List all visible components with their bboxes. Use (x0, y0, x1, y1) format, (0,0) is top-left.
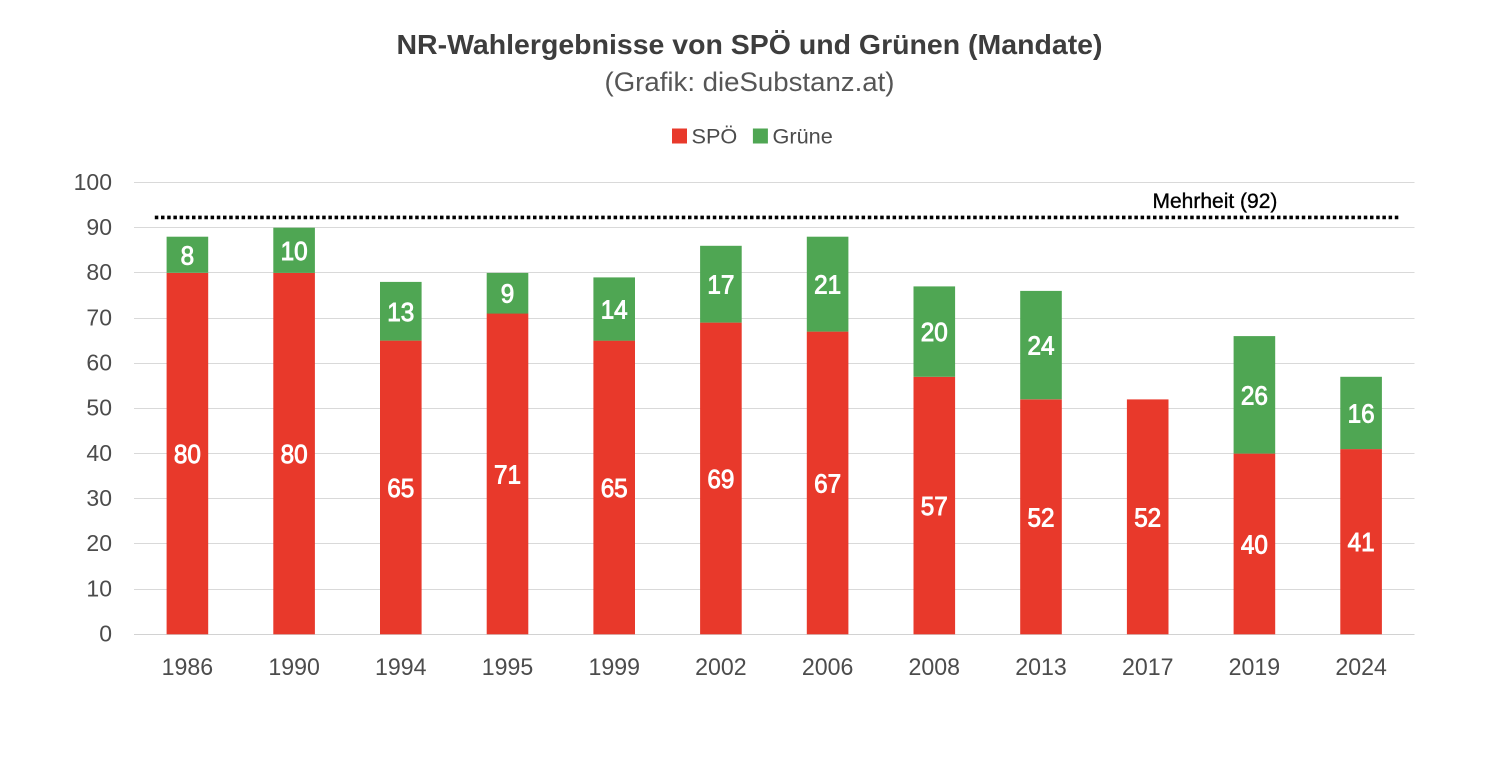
svg-text:17: 17 (707, 270, 734, 300)
svg-text:2024: 2024 (1335, 654, 1387, 681)
svg-text:NR-Wahlergebnisse von SPÖ und: NR-Wahlergebnisse von SPÖ und Grünen (Ma… (397, 29, 1103, 60)
svg-text:52: 52 (1134, 502, 1161, 532)
svg-text:2006: 2006 (802, 654, 854, 681)
svg-text:80: 80 (174, 439, 201, 469)
svg-text:2002: 2002 (695, 654, 747, 681)
svg-text:40: 40 (86, 440, 112, 466)
svg-text:40: 40 (1241, 529, 1268, 559)
svg-text:24: 24 (1028, 331, 1055, 361)
svg-text:65: 65 (387, 473, 414, 503)
svg-text:16: 16 (1348, 398, 1375, 428)
svg-text:(Grafik: dieSubstanz.at): (Grafik: dieSubstanz.at) (605, 67, 895, 97)
svg-text:65: 65 (601, 473, 628, 503)
svg-text:0: 0 (99, 621, 112, 647)
svg-text:10: 10 (281, 236, 308, 266)
svg-text:30: 30 (86, 485, 112, 511)
svg-text:21: 21 (814, 270, 841, 300)
svg-text:Grüne: Grüne (773, 124, 833, 149)
svg-text:Mehrheit (92): Mehrheit (92) (1153, 190, 1278, 213)
svg-text:9: 9 (501, 279, 515, 309)
svg-text:69: 69 (707, 464, 734, 494)
svg-text:50: 50 (86, 395, 112, 421)
svg-text:67: 67 (814, 468, 841, 498)
svg-text:2019: 2019 (1229, 654, 1281, 681)
svg-text:13: 13 (387, 297, 414, 327)
svg-text:80: 80 (281, 439, 308, 469)
svg-text:41: 41 (1348, 527, 1375, 557)
svg-text:90: 90 (86, 214, 112, 240)
svg-text:1986: 1986 (162, 654, 214, 681)
svg-text:80: 80 (86, 259, 112, 285)
svg-text:71: 71 (494, 459, 521, 489)
svg-text:14: 14 (601, 295, 628, 325)
svg-text:100: 100 (74, 169, 112, 195)
svg-text:20: 20 (86, 530, 112, 556)
svg-text:SPÖ: SPÖ (692, 124, 738, 149)
svg-text:1990: 1990 (268, 654, 320, 681)
svg-text:2017: 2017 (1122, 654, 1174, 681)
svg-text:20: 20 (921, 317, 948, 347)
svg-text:1995: 1995 (482, 654, 534, 681)
svg-text:70: 70 (86, 304, 112, 330)
svg-text:10: 10 (86, 575, 112, 601)
svg-text:2013: 2013 (1015, 654, 1067, 681)
svg-text:57: 57 (921, 491, 948, 521)
svg-text:1999: 1999 (588, 654, 640, 681)
svg-text:60: 60 (86, 350, 112, 376)
svg-text:2008: 2008 (909, 654, 961, 681)
svg-text:8: 8 (181, 240, 195, 270)
svg-text:1994: 1994 (375, 654, 427, 681)
svg-text:52: 52 (1028, 502, 1055, 532)
svg-text:26: 26 (1241, 380, 1268, 410)
